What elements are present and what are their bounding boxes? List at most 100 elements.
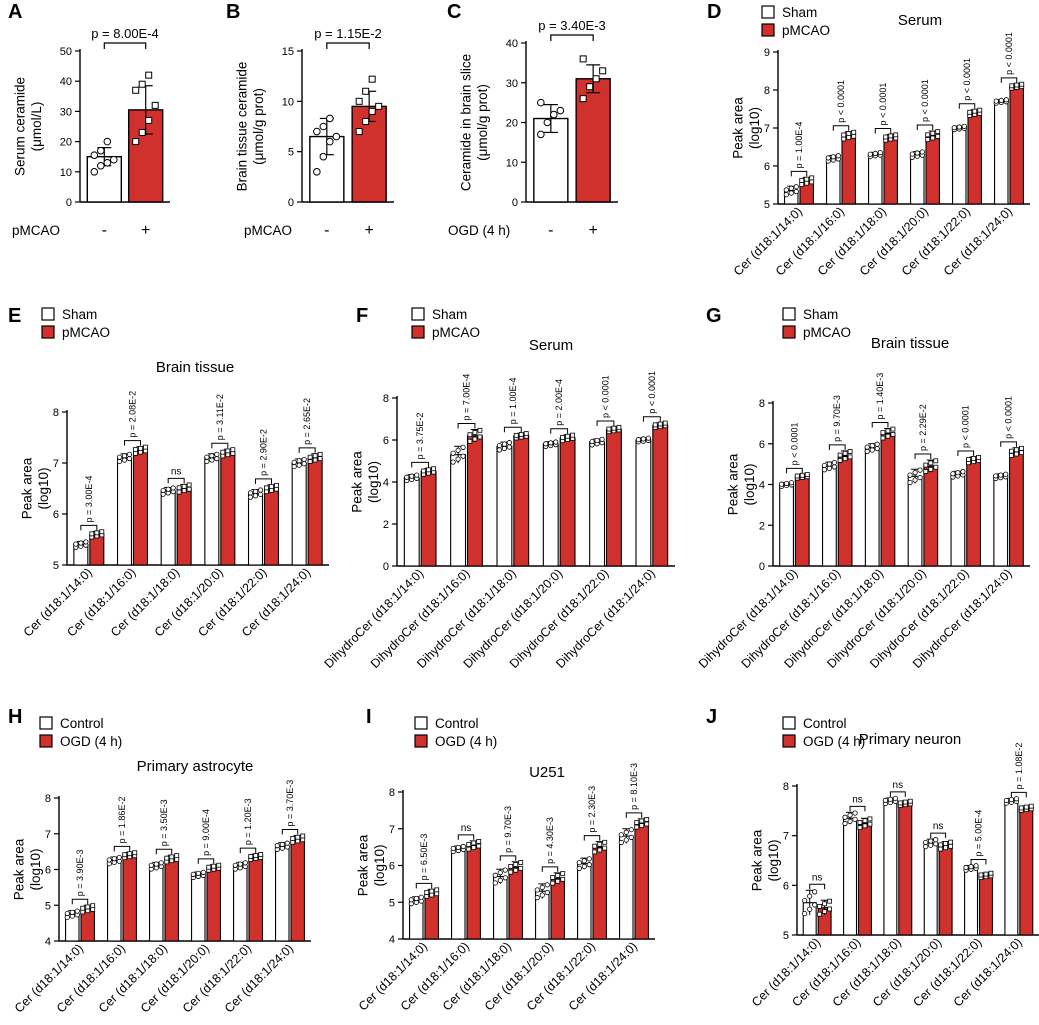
legend-swatch (782, 716, 796, 730)
data-point (586, 83, 594, 91)
bar (883, 800, 898, 936)
condition-value: - (102, 222, 107, 239)
y-axis-label-line: (log10) (747, 107, 762, 149)
data-point (78, 540, 84, 546)
data-point (928, 466, 934, 472)
bar (450, 454, 467, 567)
data-point (943, 845, 949, 851)
data-point (186, 486, 192, 492)
significance-bracket (914, 453, 932, 460)
p-value: p < 0.0001 (961, 405, 971, 448)
data-point (544, 889, 550, 896)
data-point (817, 911, 823, 917)
data-point (822, 909, 828, 914)
data-point (960, 469, 966, 475)
bar (575, 78, 611, 203)
data-point (804, 472, 810, 477)
data-point (368, 107, 376, 115)
data-point (296, 462, 302, 468)
data-point (977, 107, 983, 113)
data-point (907, 472, 913, 478)
data-point (1009, 83, 1015, 89)
data-point (220, 449, 226, 455)
data-point (252, 488, 259, 495)
data-point (116, 854, 122, 861)
data-point (1003, 797, 1009, 804)
panel-label: F (356, 305, 368, 327)
data-point (431, 466, 436, 472)
y-axis-label-line: Peak area (726, 453, 741, 515)
bar (978, 874, 993, 936)
y-tick-label: 8 (45, 793, 51, 805)
data-point (576, 865, 582, 872)
category-label: Cer (d18:1/20:0) (870, 935, 944, 1009)
data-point (90, 903, 96, 909)
bar (290, 838, 305, 942)
data-point (539, 892, 545, 898)
data-point (126, 456, 133, 462)
data-point (414, 472, 420, 478)
data-point (846, 135, 852, 140)
data-point (476, 843, 482, 849)
p-value: p = 1.86E-2 (117, 797, 127, 844)
data-point (933, 841, 939, 847)
p-value: p < 0.0001 (647, 371, 657, 414)
data-point (846, 131, 852, 137)
data-point (501, 445, 508, 452)
category-label: Cer (d18:1/22:0) (910, 935, 984, 1009)
legend-label: pMCAO (62, 325, 110, 340)
significance-bracket (1000, 441, 1017, 447)
data-point (928, 460, 934, 466)
significance-bracket (849, 805, 866, 812)
data-point (1008, 796, 1014, 803)
data-point (418, 894, 424, 900)
data-point (214, 451, 220, 457)
data-point (450, 459, 456, 465)
data-point (634, 824, 640, 830)
data-point (783, 187, 789, 193)
bar (634, 822, 649, 940)
bar (248, 856, 263, 942)
data-point (611, 425, 617, 431)
panel-label: H (8, 706, 22, 728)
bar (868, 154, 883, 205)
p-value: p < 0.0001 (601, 375, 611, 418)
y-tick-label: 0 (288, 197, 294, 209)
y-tick-label: 20 (60, 137, 72, 149)
data-point (788, 185, 794, 191)
y-axis-label-line: (log10) (36, 467, 51, 509)
data-point (317, 456, 323, 462)
data-point (883, 134, 889, 140)
bar (291, 462, 307, 566)
y-tick-label: 2 (759, 520, 765, 532)
data-point (455, 456, 461, 462)
y-tick-label: 50 (60, 46, 72, 58)
panel-label: B (226, 1, 240, 23)
data-point (508, 869, 514, 875)
data-point (935, 129, 941, 135)
data-point (460, 843, 466, 849)
data-point (594, 437, 600, 444)
legend-swatch (761, 23, 775, 37)
data-point (317, 451, 323, 457)
data-point (602, 839, 608, 845)
bar (176, 487, 192, 566)
category-label: Cer (d18:1/14:0) (731, 204, 805, 278)
panel-label: J (706, 706, 717, 728)
data-point (429, 892, 435, 898)
data-point (837, 458, 843, 463)
data-point (923, 462, 929, 468)
data-point (534, 887, 540, 893)
bar (950, 473, 966, 567)
condition-value: - (324, 222, 329, 239)
data-point (869, 443, 875, 449)
data-point (466, 842, 472, 847)
y-tick-label: 0 (759, 561, 765, 573)
data-point (830, 154, 836, 160)
data-point (496, 442, 503, 449)
y-tick-label: 8 (783, 781, 789, 793)
bar (160, 490, 176, 566)
y-tick-label: 9 (764, 47, 770, 59)
data-point (602, 845, 608, 851)
data-point (616, 424, 622, 430)
